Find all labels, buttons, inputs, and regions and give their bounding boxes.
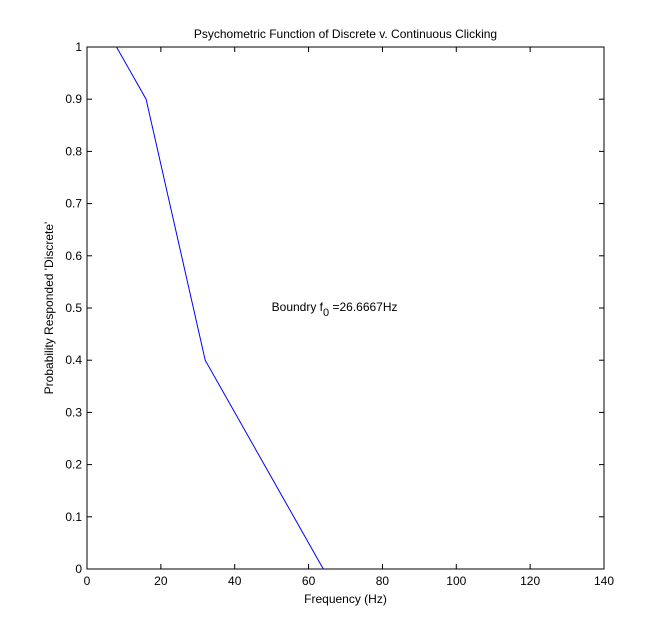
y-tick-label: 0.8	[65, 144, 82, 158]
x-tick-label: 120	[520, 574, 540, 588]
y-tick-label: 0.9	[65, 92, 82, 106]
y-axis-label: Probability Responded 'Discrete'	[42, 222, 56, 395]
y-tick-label: 0	[75, 562, 82, 576]
y-tick-label: 0.5	[65, 301, 82, 315]
boundary-annotation: Boundry f0 =26.6667Hz	[272, 300, 398, 319]
y-tick-label: 0.2	[65, 458, 82, 472]
y-tick-label: 0.4	[65, 353, 82, 367]
y-tick-label: 0.3	[65, 405, 82, 419]
y-axis: 0 0.1 0.2 0.3 0.4 0.5 0.6 0.7 0.8 0.9 1	[65, 40, 604, 576]
x-tick-label: 60	[302, 574, 316, 588]
x-tick-label: 20	[154, 574, 168, 588]
x-tick-label: 100	[446, 574, 466, 588]
series-line	[116, 46, 324, 570]
annotation-subscript: 0	[323, 307, 329, 319]
axes-box	[86, 46, 605, 570]
chart-title: Psychometric Function of Discrete v. Con…	[194, 27, 497, 41]
y-tick-label: 0.6	[65, 249, 82, 263]
series-group	[116, 46, 324, 570]
x-tick-label: 80	[376, 574, 390, 588]
y-tick-label: 0.7	[65, 197, 82, 211]
x-axis-label: Frequency (Hz)	[304, 592, 387, 606]
y-tick-label: 0.1	[65, 510, 82, 524]
annotation-suffix: =26.6667Hz	[329, 300, 397, 314]
plot-area: 0 20 40 60 80 100 120 140 0 0.1 0.2 0.3 0.4 0.5 0.6 0.…	[65, 40, 614, 588]
x-tick-label: 40	[228, 574, 242, 588]
x-tick-label: 140	[594, 574, 614, 588]
x-tick-label: 0	[84, 574, 91, 588]
annotation-prefix: Boundry f	[272, 300, 324, 314]
x-axis: 0 20 40 60 80 100 120 140	[84, 47, 614, 588]
y-tick-label: 1	[75, 40, 82, 54]
